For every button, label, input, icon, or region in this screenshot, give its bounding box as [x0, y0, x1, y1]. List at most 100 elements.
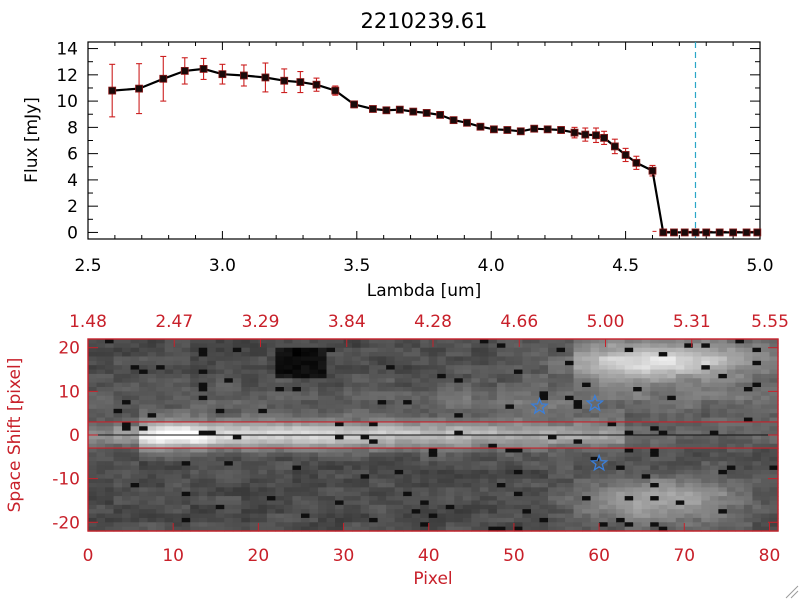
image-pixel [360, 347, 370, 353]
image-pixel [718, 496, 728, 502]
image-pixel [113, 474, 123, 480]
image-pixel [556, 426, 566, 432]
image-pixel [769, 483, 779, 488]
image-pixel [496, 395, 507, 401]
image-pixel [428, 496, 438, 502]
image-pixel [326, 356, 336, 362]
image-pixel [565, 435, 575, 440]
image-pixel [462, 439, 472, 445]
image-pixel [675, 513, 685, 519]
image-pixel [181, 439, 191, 445]
image-pixel [437, 417, 447, 423]
image-pixel [275, 509, 285, 515]
image-pixel [283, 395, 294, 401]
image-pixel [241, 439, 251, 445]
image-pixel [454, 448, 464, 454]
image-pixel [207, 517, 217, 523]
image-pixel [292, 474, 302, 480]
image-pixel [752, 382, 762, 388]
image-pixel [743, 430, 754, 436]
image-pixel [173, 339, 183, 344]
image-pixel [471, 339, 481, 344]
image-pixel [300, 382, 311, 388]
image-pixel [684, 465, 694, 471]
image-pixel [454, 352, 464, 358]
image-pixel [607, 517, 617, 523]
image-pixel [505, 496, 515, 502]
image-pixel [454, 395, 464, 401]
image-pixel [130, 369, 140, 375]
image-pixel [420, 373, 430, 379]
image-pixel [113, 487, 123, 493]
image-pixel [292, 500, 302, 506]
image-pixel [113, 439, 123, 445]
image-pixel [300, 360, 311, 366]
image-pixel [352, 417, 362, 423]
image-pixel [377, 343, 387, 349]
image-pixel [394, 491, 404, 497]
image-pixel [300, 400, 311, 406]
image-pixel [258, 395, 268, 401]
image-pixel [479, 369, 489, 375]
image-pixel [573, 439, 583, 445]
image-pixel [530, 496, 541, 502]
image-pixel [769, 526, 779, 532]
image-pixel [743, 461, 754, 467]
image-pixel [377, 456, 387, 462]
image-pixel [224, 439, 234, 445]
image-pixel [377, 373, 387, 379]
image-pixel [326, 413, 336, 419]
image-pixel [156, 452, 166, 458]
image-pixel [726, 365, 737, 371]
image-pixel [147, 369, 157, 375]
image-pixel [386, 378, 396, 384]
image-pixel [207, 408, 217, 414]
image-pixel [650, 373, 660, 379]
image-pixel [232, 500, 242, 506]
image-pixel [454, 469, 464, 475]
image-pixel [548, 504, 558, 510]
image-pixel [88, 426, 98, 432]
image-pixel [590, 400, 600, 406]
image-pixel [633, 360, 643, 366]
image-pixel [633, 391, 643, 397]
image-pixel [360, 343, 370, 349]
image-pixel [156, 448, 166, 454]
image-pixel [641, 404, 651, 410]
image-pixel [403, 356, 413, 362]
image-pixel [607, 491, 617, 497]
image-pixel [232, 478, 242, 484]
image-pixel [769, 417, 779, 423]
image-pixel [105, 408, 115, 414]
image-pixel [607, 378, 617, 384]
image-pixel [130, 421, 140, 427]
image-pixel [147, 439, 157, 445]
image-pixel [548, 343, 558, 349]
image-pixel [283, 343, 294, 349]
image-pixel [530, 426, 541, 432]
image-pixel [701, 513, 711, 519]
image-pixel [249, 452, 259, 458]
image-pixel [258, 404, 268, 410]
image-pixel [164, 522, 174, 528]
image-pixel [164, 352, 174, 358]
image-pixel [156, 417, 166, 423]
image-pixel [633, 365, 643, 371]
image-pixel [445, 465, 455, 471]
image-pixel [462, 487, 472, 493]
image-pixel [548, 426, 558, 432]
image-pixel [403, 474, 413, 480]
image-pixel [309, 443, 319, 449]
image-pixel [701, 435, 711, 440]
image-pixel [352, 360, 362, 366]
image-pixel [496, 387, 507, 392]
image-pixel [300, 347, 311, 353]
image-pixel [641, 461, 651, 467]
image-pixel [556, 343, 566, 349]
image-pixel [181, 526, 191, 532]
image-pixel [352, 526, 362, 532]
image-pixel [105, 387, 115, 392]
image-pixel [505, 421, 515, 427]
image-pixel [411, 465, 421, 471]
image-pixel [369, 413, 379, 419]
